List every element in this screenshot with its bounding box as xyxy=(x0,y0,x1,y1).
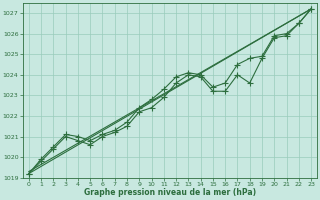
X-axis label: Graphe pression niveau de la mer (hPa): Graphe pression niveau de la mer (hPa) xyxy=(84,188,256,197)
